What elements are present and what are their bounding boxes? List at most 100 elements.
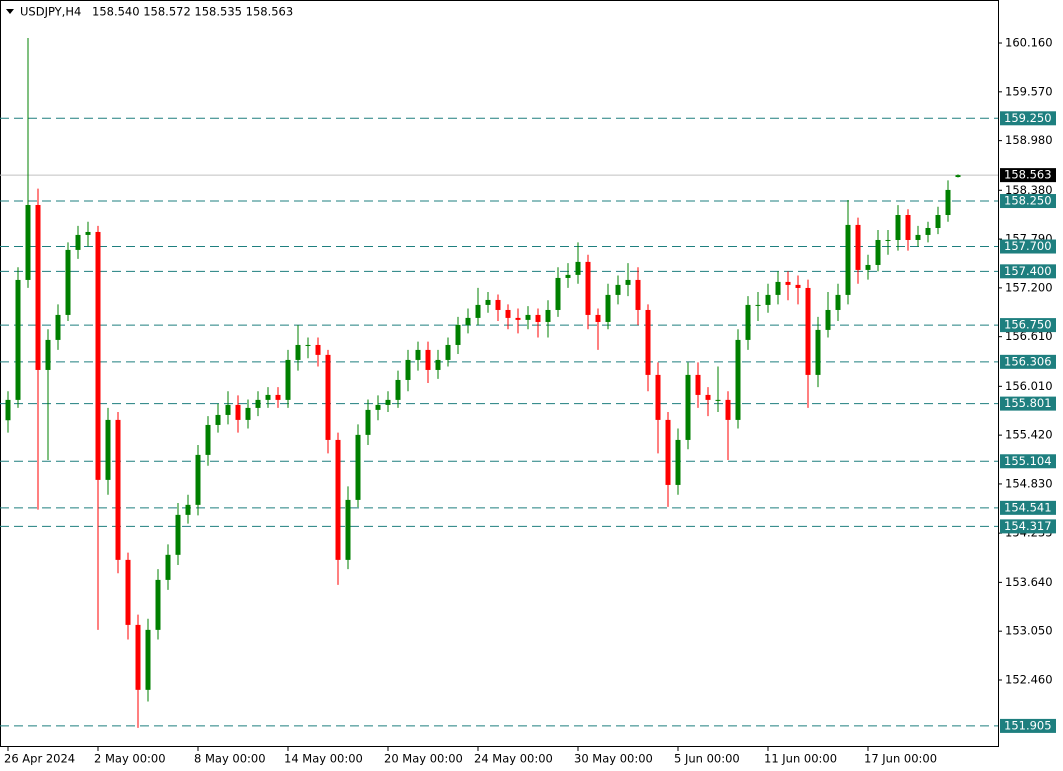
level-label: 155.801 xyxy=(1004,396,1052,410)
candle-body xyxy=(525,314,531,320)
plot-frame xyxy=(0,0,999,747)
candle-body xyxy=(925,227,931,235)
candle-body xyxy=(875,239,881,265)
candle-body xyxy=(335,439,341,560)
x-tick-label: 24 May 00:00 xyxy=(474,752,553,766)
candle-body xyxy=(235,404,241,420)
candle-body xyxy=(175,514,181,555)
menu-triangle[interactable] xyxy=(6,9,14,14)
candle-body xyxy=(85,231,91,235)
candle-body xyxy=(145,629,151,690)
candle-body xyxy=(35,204,41,370)
candle-body xyxy=(155,579,161,630)
candle-body xyxy=(165,554,171,580)
x-tick-label: 17 Jun 00:00 xyxy=(864,752,937,766)
candle-body xyxy=(915,234,921,240)
candle-body xyxy=(315,344,321,355)
candle-body xyxy=(565,274,571,278)
candle-body xyxy=(5,399,11,421)
candle-body xyxy=(905,215,911,240)
candle-body xyxy=(685,374,691,440)
level-label-box xyxy=(1000,718,1056,733)
candle-body xyxy=(65,249,71,315)
candle-body xyxy=(825,309,831,330)
candle-body xyxy=(945,189,951,216)
candle-body xyxy=(935,215,941,228)
level-label: 156.306 xyxy=(1004,354,1052,368)
x-tick-label: 30 May 00:00 xyxy=(574,752,653,766)
candle-body xyxy=(595,314,601,322)
candle-body xyxy=(845,224,851,295)
level-label: 157.400 xyxy=(1004,264,1052,278)
level-label: 158.250 xyxy=(1004,194,1052,208)
level-label: 154.317 xyxy=(1004,519,1052,533)
candle-body xyxy=(425,349,431,370)
candle-body xyxy=(815,329,821,375)
level-label-box xyxy=(1000,239,1056,254)
candle-body xyxy=(215,414,221,425)
candle-body xyxy=(345,499,351,560)
candle-body xyxy=(295,344,301,360)
candle-body xyxy=(125,559,131,625)
level-label-box xyxy=(1000,194,1056,209)
candle-body xyxy=(545,309,551,322)
candle-body xyxy=(105,419,111,480)
candle-body xyxy=(455,324,461,345)
level-label-box xyxy=(1000,111,1056,126)
x-tick-label: 20 May 00:00 xyxy=(384,752,463,766)
candle-body xyxy=(405,359,411,380)
candle-body xyxy=(575,261,581,275)
candle-body xyxy=(785,281,791,285)
level-label-box xyxy=(1000,454,1056,469)
candle-body xyxy=(805,287,811,375)
candle-body xyxy=(655,374,661,420)
candle-body xyxy=(195,454,201,505)
level-label: 151.905 xyxy=(1004,718,1052,732)
y-tick-label: 158.380 xyxy=(1005,183,1053,197)
candle-body xyxy=(495,299,501,310)
y-tick-label: 159.570 xyxy=(1005,84,1053,98)
y-tick-label: 153.050 xyxy=(1005,624,1053,638)
candle-body xyxy=(395,379,401,400)
y-tick-label: 158.980 xyxy=(1005,133,1053,147)
candle-body xyxy=(835,294,841,310)
x-tick-label: 26 Apr 2024 xyxy=(4,752,75,766)
y-tick-label: 156.010 xyxy=(1005,379,1053,393)
candle-body xyxy=(585,261,591,315)
candle-body xyxy=(445,344,451,360)
candle-body xyxy=(665,419,671,485)
x-tick-label: 14 May 00:00 xyxy=(284,752,363,766)
y-tick-label: 157.200 xyxy=(1005,280,1053,294)
candle-body xyxy=(25,204,31,280)
candle-body xyxy=(535,314,541,322)
candle-body xyxy=(775,281,781,295)
candle-body xyxy=(475,304,481,318)
candle-body xyxy=(645,309,651,375)
candle-body xyxy=(555,277,561,310)
candle-body xyxy=(15,279,21,400)
candle-body xyxy=(735,339,741,420)
level-label-box xyxy=(1000,500,1056,515)
x-tick-label: 11 Jun 00:00 xyxy=(764,752,837,766)
candle-body xyxy=(255,399,261,408)
y-tick-label: 155.420 xyxy=(1005,428,1053,442)
level-label: 154.541 xyxy=(1004,500,1052,514)
candle-body xyxy=(305,344,311,346)
candle-body xyxy=(865,264,871,270)
y-tick-label: 160.160 xyxy=(1005,36,1053,50)
candle-body xyxy=(275,394,281,400)
y-tick-label: 156.610 xyxy=(1005,329,1053,343)
y-tick-label: 154.830 xyxy=(1005,476,1053,490)
candle-body xyxy=(465,317,471,325)
level-label: 157.700 xyxy=(1004,239,1052,253)
ohlc-prices: 158.540 158.572 158.535 158.563 xyxy=(92,5,293,19)
candle-body xyxy=(705,394,711,400)
candle-body xyxy=(855,224,861,270)
candle-body xyxy=(415,349,421,360)
candle-body xyxy=(605,294,611,322)
candle-body xyxy=(45,339,51,370)
candle-body xyxy=(505,309,511,318)
candle-body xyxy=(385,399,391,405)
candle-body xyxy=(325,354,331,440)
